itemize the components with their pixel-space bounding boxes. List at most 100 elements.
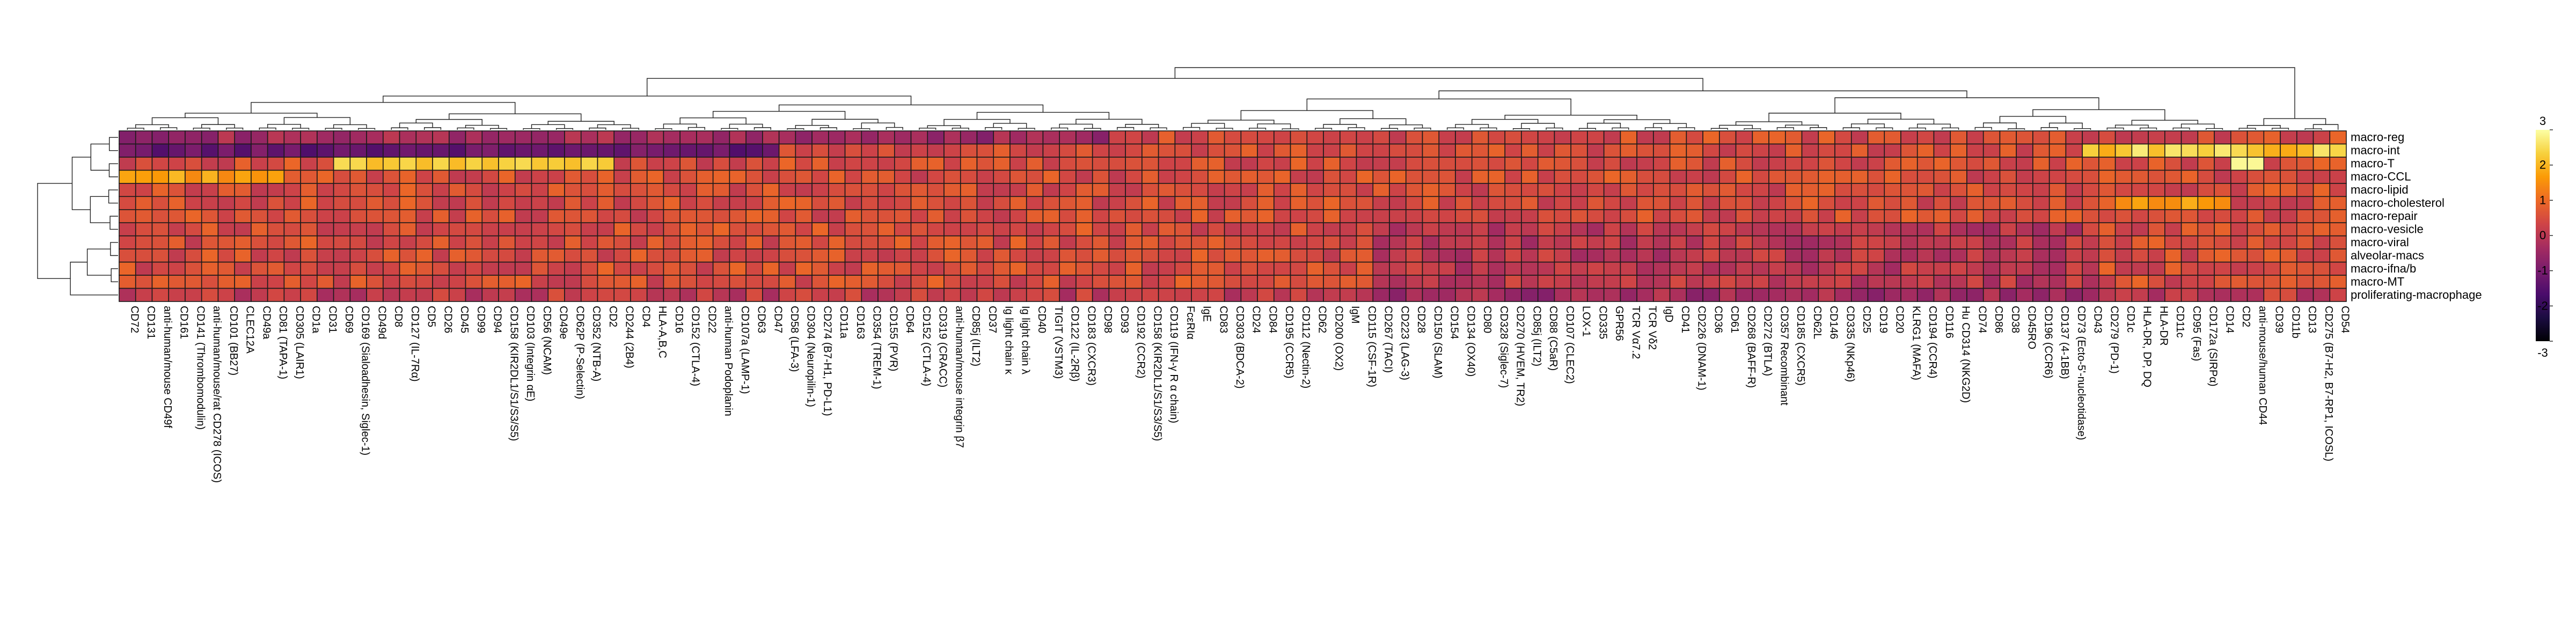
heatmap-cell — [1537, 157, 1555, 171]
heatmap-cell — [1521, 170, 1539, 184]
heatmap-cell — [251, 157, 268, 171]
heatmap-cell — [613, 288, 631, 302]
column-label: CD37 — [986, 306, 998, 333]
dendrogram-branch — [1735, 121, 1803, 126]
heatmap-cell — [1191, 261, 1209, 276]
dendrogram-branch — [1208, 120, 1275, 124]
heatmap-cell — [1900, 275, 1918, 289]
heatmap-cell — [2164, 248, 2182, 263]
heatmap-cell — [1933, 222, 1951, 237]
heatmap-cell — [383, 275, 400, 289]
heatmap-cell — [778, 130, 796, 145]
heatmap-cell — [1108, 248, 1126, 263]
heatmap-cell — [745, 275, 763, 289]
heatmap-cell — [1108, 196, 1126, 210]
heatmap-cell — [1438, 275, 1456, 289]
heatmap-cell — [2098, 183, 2116, 197]
heatmap-cell — [1323, 222, 1341, 237]
heatmap-cell — [630, 196, 648, 210]
heatmap-cell — [2082, 196, 2099, 210]
heatmap-cell — [1274, 170, 1291, 184]
heatmap-cell — [1620, 209, 1637, 224]
heatmap-cell — [2180, 288, 2199, 302]
column-label: CD158 (KIR2DL1/S1/S3/S5) — [1151, 306, 1163, 441]
heatmap-cell — [679, 261, 697, 276]
heatmap-cell — [778, 248, 796, 263]
heatmap-cell — [217, 275, 235, 289]
dendrogram-branch — [383, 95, 912, 105]
heatmap-cell — [1455, 157, 1473, 171]
heatmap-cell — [2148, 248, 2165, 263]
heatmap-cell — [1636, 196, 1654, 210]
heatmap-cell — [2032, 196, 2050, 210]
heatmap-cell — [1801, 275, 1819, 289]
heatmap-cell — [1191, 275, 1209, 289]
heatmap-cell — [1653, 222, 1671, 237]
heatmap-cell — [1653, 248, 1671, 263]
heatmap-cell — [317, 235, 334, 249]
heatmap-cell — [1620, 130, 1637, 145]
dendrogram-branch — [1612, 127, 1629, 130]
heatmap-cell — [1455, 222, 1473, 237]
heatmap-cell — [1768, 209, 1786, 224]
heatmap-cell — [2230, 170, 2248, 184]
heatmap-cell — [1686, 183, 1703, 197]
heatmap-cell — [1042, 222, 1060, 237]
heatmap-cell — [1290, 170, 1308, 184]
heatmap-cell — [1521, 235, 1539, 249]
heatmap-cell — [2148, 222, 2165, 237]
heatmap-cell — [2016, 143, 2033, 158]
heatmap-cell — [1950, 209, 1967, 224]
heatmap-cell — [1768, 235, 1786, 249]
heatmap-cell — [2312, 143, 2331, 158]
heatmap-cell — [1801, 209, 1819, 224]
heatmap-cell — [1422, 248, 1440, 263]
column-label: CD43 — [2092, 306, 2104, 333]
row-label: macro-lipid — [2351, 183, 2409, 196]
heatmap-cell — [119, 157, 136, 171]
heatmap-cell — [1702, 130, 1720, 145]
heatmap-cell — [2312, 261, 2331, 276]
heatmap-cell — [564, 288, 582, 302]
heatmap-cell — [778, 183, 796, 197]
heatmap-cell — [1620, 183, 1637, 197]
heatmap-cell — [1125, 209, 1143, 224]
dendrogram-branch — [976, 112, 1110, 120]
heatmap-cell — [2230, 275, 2248, 289]
heatmap-cell — [1009, 275, 1027, 289]
heatmap-cell — [2312, 170, 2331, 184]
heatmap-cell — [1141, 235, 1159, 249]
heatmap-cell — [1504, 130, 1522, 145]
heatmap-cell — [1982, 235, 2001, 249]
heatmap-cell — [1916, 143, 1935, 158]
heatmap-cell — [1818, 170, 1835, 184]
heatmap-cell — [1867, 288, 1885, 302]
heatmap-cell — [2065, 248, 2083, 263]
dendrogram-branch — [267, 124, 301, 129]
column-label: FcεRIα — [1184, 306, 1196, 340]
dendrogram-branch — [985, 127, 1002, 130]
heatmap-cell — [564, 196, 582, 210]
heatmap-cell — [1488, 209, 1506, 224]
heatmap-cell — [1240, 157, 1258, 171]
heatmap-cell — [2164, 170, 2182, 184]
heatmap-cell — [119, 288, 136, 302]
heatmap-cell — [894, 170, 912, 184]
heatmap-cell — [1570, 275, 1588, 289]
heatmap-cell — [1884, 248, 1901, 263]
heatmap-cell — [2263, 248, 2281, 263]
row-label: macro-vesicle — [2351, 222, 2424, 236]
heatmap-cell — [1158, 288, 1176, 302]
heatmap-cell — [1174, 143, 1192, 158]
heatmap-cell — [2214, 196, 2231, 210]
heatmap-cell — [283, 275, 301, 289]
heatmap-cell — [696, 275, 714, 289]
heatmap-cell — [2214, 248, 2231, 263]
heatmap-cell — [1768, 222, 1786, 237]
heatmap-cell — [712, 209, 730, 224]
heatmap-cell — [2329, 288, 2347, 302]
heatmap-cell — [2214, 235, 2231, 249]
heatmap-cell — [1488, 196, 1506, 210]
heatmap-cell — [1059, 261, 1077, 276]
heatmap-cell — [1982, 183, 2001, 197]
